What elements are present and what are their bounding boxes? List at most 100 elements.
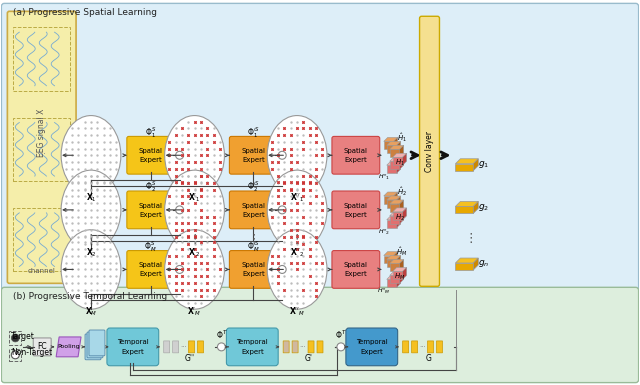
Polygon shape [393,212,403,220]
FancyBboxPatch shape [8,11,76,283]
Circle shape [218,343,225,351]
Polygon shape [390,271,404,275]
Text: Expert: Expert [122,349,144,355]
Text: ···: ··· [180,344,187,350]
Circle shape [278,151,286,159]
Text: ...: ... [37,146,46,156]
Text: Expert: Expert [241,349,264,355]
Polygon shape [456,206,474,213]
Polygon shape [456,263,474,270]
FancyBboxPatch shape [283,341,289,353]
Text: ⋮: ⋮ [84,233,97,246]
Circle shape [175,266,184,273]
Polygon shape [399,259,404,271]
Bar [10,331,21,345]
FancyBboxPatch shape [229,251,277,288]
Circle shape [337,343,345,351]
Text: Spatial: Spatial [139,263,163,268]
Text: $\hat{H}_2$: $\hat{H}_2$ [397,186,406,198]
Text: ⋮: ⋮ [291,233,303,246]
Polygon shape [399,157,404,169]
Text: (a) Progressive Spatial Learning: (a) Progressive Spatial Learning [13,8,157,17]
Polygon shape [393,157,403,165]
FancyBboxPatch shape [332,191,380,229]
FancyBboxPatch shape [308,341,314,353]
Text: ⋮: ⋮ [247,233,260,246]
Polygon shape [56,337,81,357]
Text: Spatial: Spatial [139,203,163,209]
FancyBboxPatch shape [85,334,101,360]
FancyBboxPatch shape [1,3,639,290]
Text: $\Phi^T$: $\Phi^T$ [216,329,227,341]
Polygon shape [399,146,404,157]
Text: Spatial: Spatial [139,148,163,154]
Polygon shape [397,216,401,228]
Ellipse shape [268,170,327,249]
Polygon shape [390,161,399,169]
Polygon shape [456,201,478,206]
Text: Expert: Expert [242,271,265,278]
Polygon shape [394,251,397,263]
Text: Spatial: Spatial [241,203,266,209]
Polygon shape [387,275,401,280]
Polygon shape [390,275,399,283]
Text: $H''_2$: $H''_2$ [378,227,390,237]
Polygon shape [474,159,478,171]
Text: $H''_1$: $H''_1$ [378,172,390,182]
Circle shape [278,266,286,273]
Polygon shape [456,164,474,171]
Polygon shape [393,268,406,271]
Ellipse shape [61,116,121,195]
Text: G: G [426,354,431,363]
Circle shape [175,151,184,159]
Text: ⋮: ⋮ [188,233,201,246]
Text: EEG signal X: EEG signal X [37,108,46,157]
Polygon shape [387,259,397,268]
Polygon shape [399,212,404,224]
Polygon shape [387,196,401,200]
Circle shape [278,206,286,214]
Polygon shape [456,258,478,263]
Text: G': G' [305,354,313,363]
Polygon shape [387,216,401,220]
Polygon shape [474,201,478,213]
FancyBboxPatch shape [229,136,277,174]
Polygon shape [399,271,404,283]
Text: Spatial: Spatial [344,263,368,268]
Text: $\Phi_1^S$: $\Phi_1^S$ [145,125,156,140]
Text: Non-Target: Non-Target [12,348,52,357]
Text: Expert: Expert [140,157,162,163]
Ellipse shape [61,170,121,249]
Text: $g_2$: $g_2$ [477,202,489,213]
Polygon shape [390,204,399,212]
Text: Expert: Expert [344,271,367,278]
FancyBboxPatch shape [189,341,195,353]
Text: $\mathbf{X}'_M$: $\mathbf{X}'_M$ [188,306,202,318]
Text: $\Phi_2^{\prime S}$: $\Phi_2^{\prime S}$ [247,179,260,194]
Text: Target: Target [12,333,35,341]
Polygon shape [393,271,403,280]
FancyBboxPatch shape [107,328,159,366]
Text: channel: channel [28,268,56,275]
FancyBboxPatch shape [33,338,51,356]
FancyBboxPatch shape [127,251,175,288]
Polygon shape [390,149,399,157]
Text: Spatial: Spatial [241,148,266,154]
FancyBboxPatch shape [403,341,408,353]
Text: $H_M$: $H_M$ [394,272,405,283]
Text: Pooling: Pooling [58,344,81,349]
Text: $g_n$: $g_n$ [477,258,489,270]
Text: $\mathbf{X}''_2$: $\mathbf{X}''_2$ [290,246,304,259]
Text: $g_1$: $g_1$ [477,159,489,170]
Ellipse shape [164,116,225,195]
Text: Temporal: Temporal [117,339,148,345]
Polygon shape [390,216,399,224]
Bar [13,208,70,271]
FancyBboxPatch shape [89,330,105,356]
Text: Expert: Expert [344,157,367,163]
Text: $\hat{H}_M$: $\hat{H}_M$ [396,245,407,258]
Polygon shape [394,137,397,149]
Bar [10,349,21,361]
Polygon shape [390,146,404,149]
Polygon shape [397,275,401,287]
